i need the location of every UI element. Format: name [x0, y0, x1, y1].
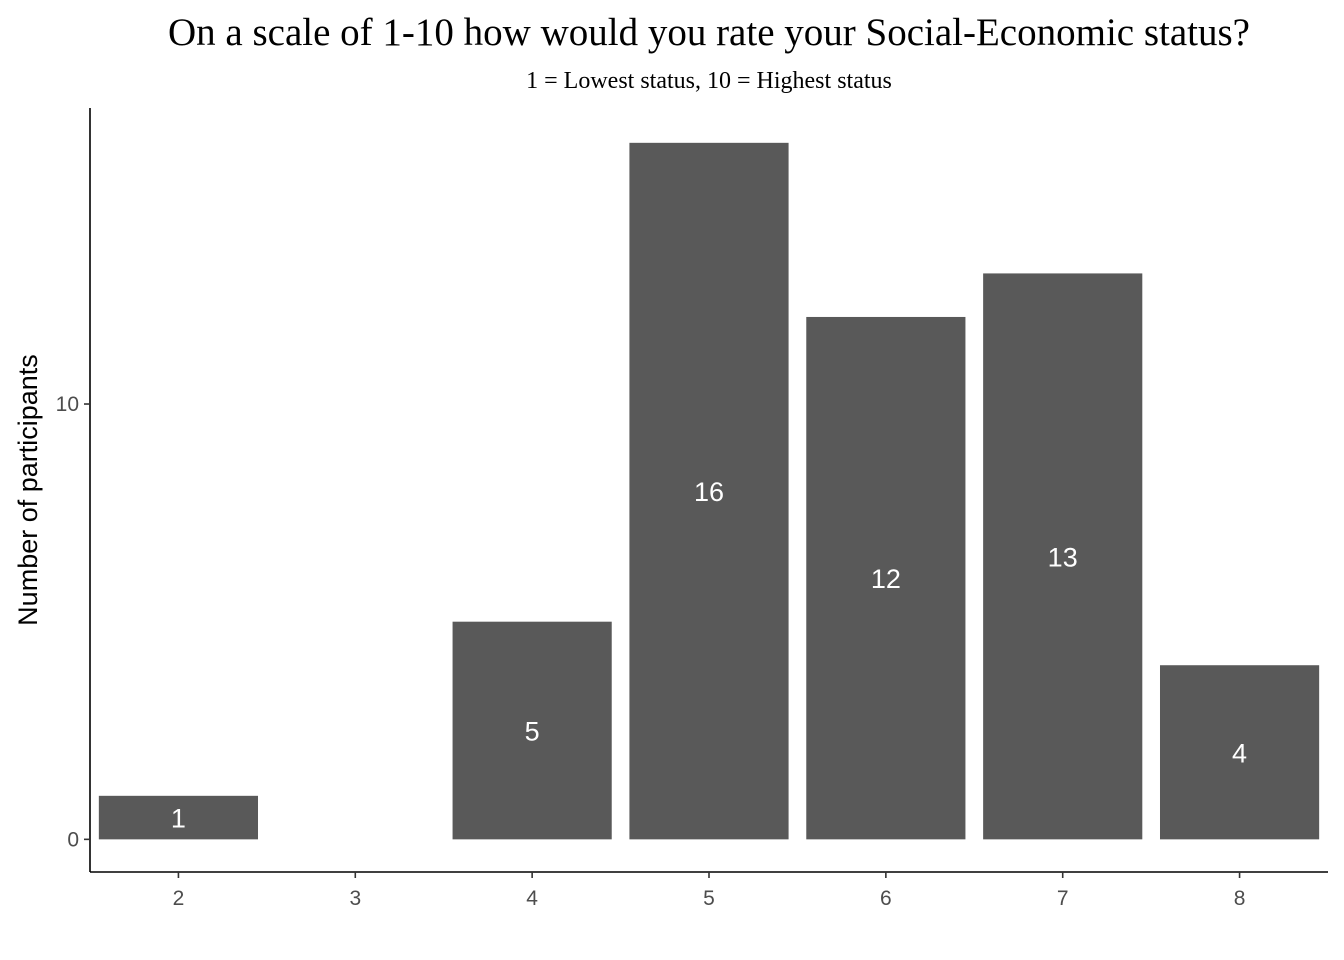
bar-7	[983, 273, 1143, 840]
x-tick-label-8: 8	[1234, 887, 1246, 910]
y-tick-label-0: 0	[67, 828, 79, 851]
x-axis: 2 3 4 5 6 7 8	[90, 871, 1328, 910]
data-label-2: 1	[171, 804, 186, 834]
data-label-4: 5	[525, 717, 540, 747]
bar-8	[1159, 665, 1320, 840]
bar-4	[452, 621, 612, 840]
chart-subtitle: 1 = Lowest status, 10 = Highest status	[526, 68, 892, 94]
y-axis-title: Number of participants	[13, 354, 43, 626]
bars-group	[98, 142, 1320, 840]
x-tick-label-2: 2	[173, 887, 185, 910]
bar-2	[98, 795, 259, 840]
data-label-7: 13	[1048, 542, 1078, 572]
data-labels-group: 1 5 16 12 13 4	[171, 477, 1247, 833]
bar-6	[806, 316, 966, 840]
x-tick-label-3: 3	[349, 887, 361, 910]
y-tick-label-10: 10	[56, 393, 79, 416]
x-tick-label-7: 7	[1057, 887, 1069, 910]
x-tick-label-5: 5	[703, 887, 715, 910]
bar-5	[629, 142, 789, 840]
data-label-5: 16	[694, 477, 724, 507]
x-tick-label-6: 6	[880, 887, 892, 910]
chart-title: On a scale of 1-10 how would you rate yo…	[168, 11, 1250, 54]
data-label-8: 4	[1232, 738, 1247, 768]
x-tick-label-4: 4	[526, 887, 538, 910]
data-label-6: 12	[871, 564, 901, 594]
y-axis: 0 10	[56, 108, 91, 872]
